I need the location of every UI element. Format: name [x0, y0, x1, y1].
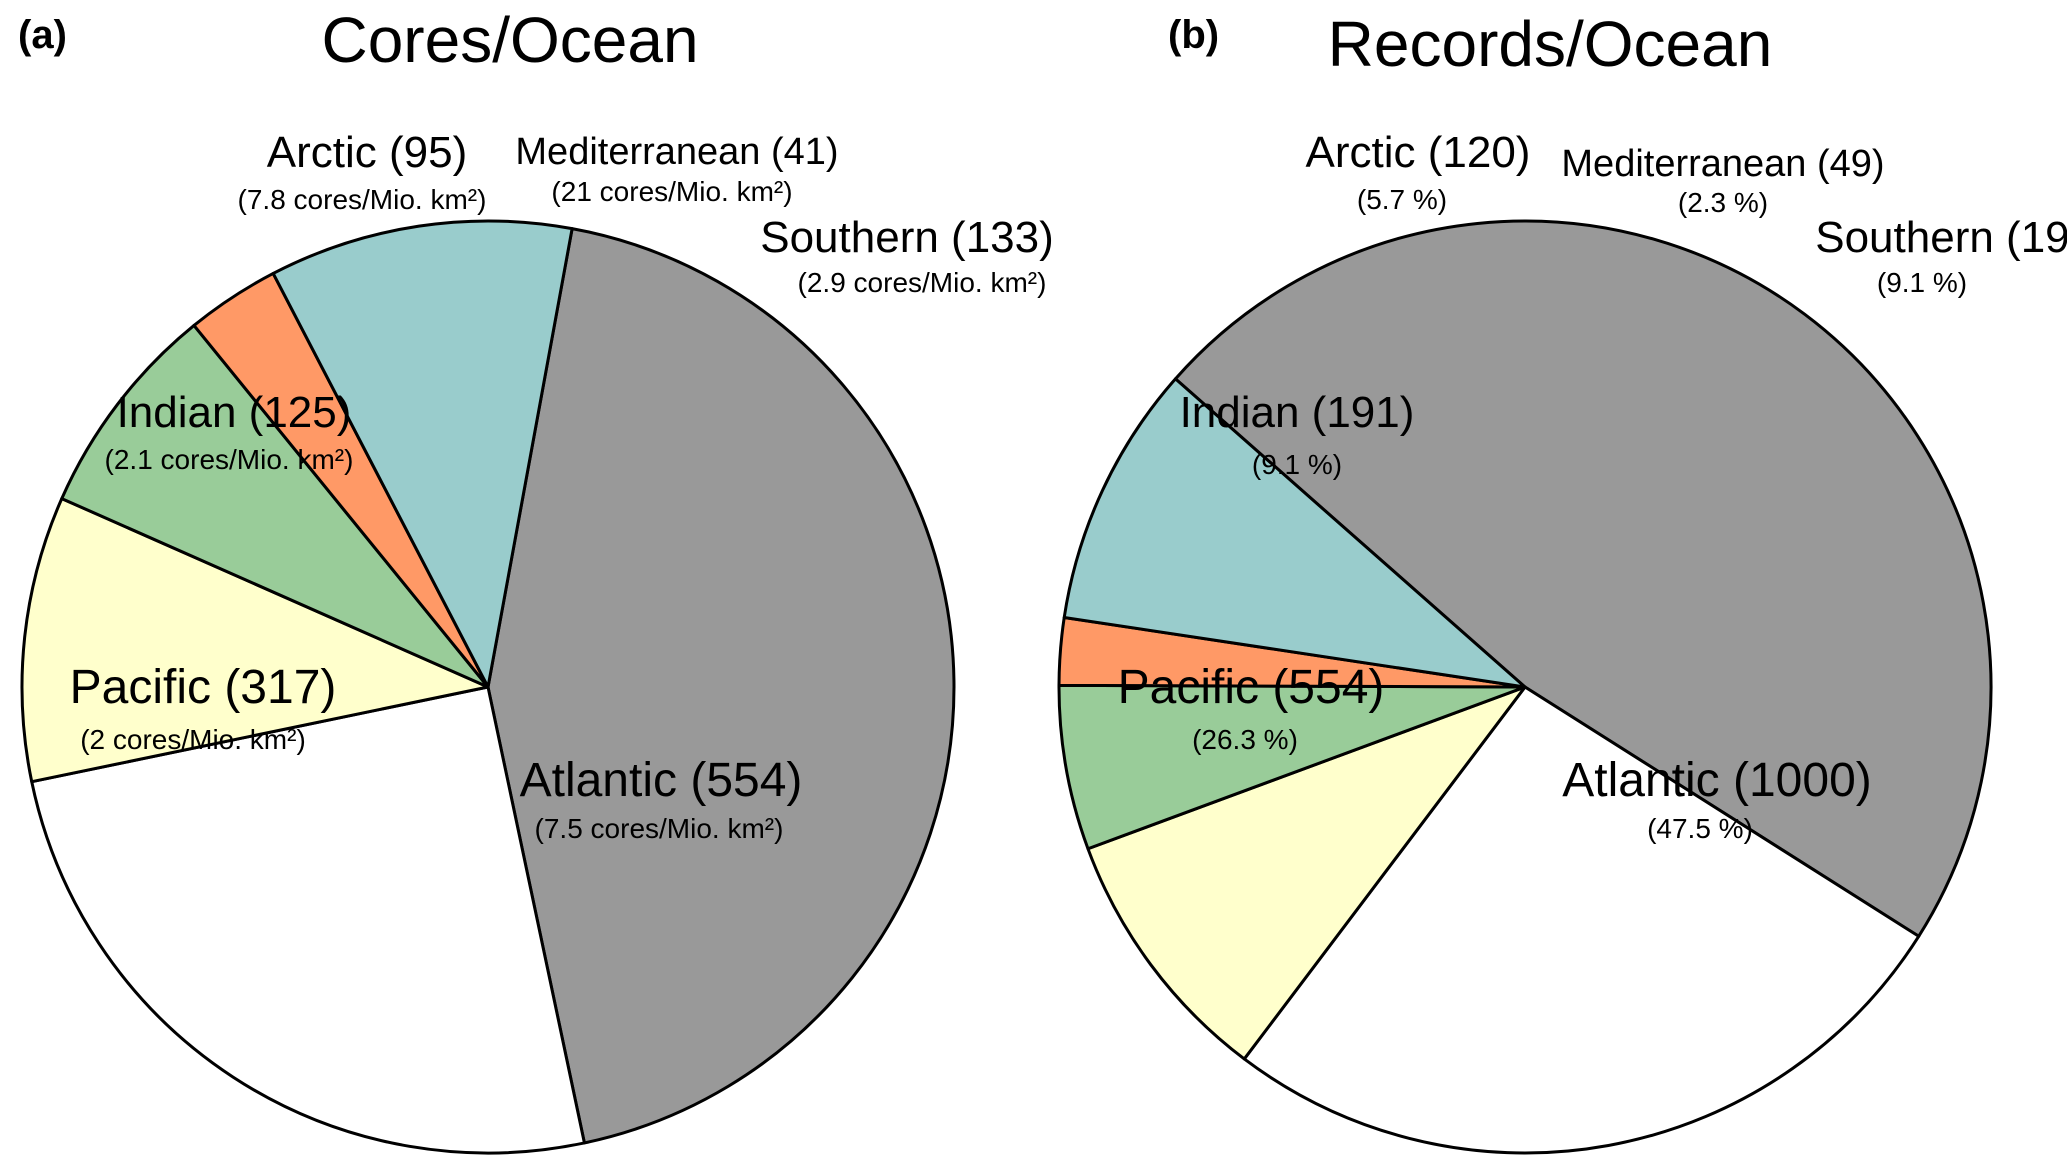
panel-b-title: Records/Ocean — [1328, 8, 1773, 80]
label-arctic-b: Arctic (120) — [1306, 128, 1531, 177]
pie-slice-southern-a — [271, 219, 574, 689]
pie-slice-pacific-a — [30, 685, 586, 1155]
panel-b: (b) Records/Ocean Arctic (120) (5.7 %) M… — [1057, 8, 2067, 1155]
sub-atlantic-b: (47.5 %) — [1647, 813, 1753, 844]
sub-indian-a: (2.1 cores/Mio. km²) — [105, 444, 354, 475]
pie-slice-arctic-b — [1057, 683, 1527, 851]
label-southern-a: Southern (133) — [760, 213, 1054, 262]
sub-atlantic-a: (7.5 cores/Mio. km²) — [535, 813, 784, 844]
sub-mediterranean-a: (21 cores/Mio. km²) — [551, 176, 792, 207]
sub-mediterranean-b: (2.3 %) — [1678, 187, 1768, 218]
pie-slice-indian-b — [1086, 685, 1527, 1061]
pie-slice-pacific-b — [1242, 685, 1921, 1155]
sub-indian-b: (9.1 %) — [1252, 449, 1342, 480]
label-indian-b: Indian (191) — [1180, 388, 1415, 437]
panel-a: (a) Cores/Ocean Arctic (95) (7.8 cores/M… — [18, 4, 1054, 1155]
pie-slice-atlantic-a — [486, 227, 956, 1145]
label-mediterranean-b: Mediterranean (49) — [1561, 143, 1884, 185]
panel-b-letter: (b) — [1168, 13, 1219, 57]
sub-southern-a: (2.9 cores/Mio. km²) — [798, 267, 1047, 298]
pie-slice-indian-a — [20, 497, 490, 784]
panel-a-slices — [20, 219, 956, 1155]
label-pacific-a: Pacific (317) — [70, 661, 337, 714]
label-southern-b: Southern (192) — [1815, 213, 2067, 262]
sub-pacific-b: (26.3 %) — [1192, 724, 1298, 755]
pie-slice-arctic-a — [60, 323, 490, 689]
panel-a-title: Cores/Ocean — [321, 4, 698, 76]
label-atlantic-a: Atlantic (554) — [520, 754, 803, 807]
pie-slice-atlantic-b — [1173, 219, 1993, 938]
label-pacific-b: Pacific (554) — [1118, 661, 1385, 714]
label-arctic-a: Arctic (95) — [267, 128, 467, 177]
label-mediterranean-a: Mediterranean (41) — [515, 131, 838, 173]
sub-arctic-b: (5.7 %) — [1357, 184, 1447, 215]
sub-southern-b: (9.1 %) — [1877, 267, 1967, 298]
label-indian-a: Indian (125) — [117, 388, 352, 437]
panel-b-slices — [1057, 219, 1993, 1155]
panel-a-letter: (a) — [18, 13, 67, 57]
pie-slice-southern-b — [1062, 377, 1527, 689]
label-atlantic-b: Atlantic (1000) — [1562, 754, 1872, 807]
sub-arctic-a: (7.8 cores/Mio. km²) — [238, 184, 487, 215]
sub-pacific-a: (2 cores/Mio. km²) — [80, 724, 306, 755]
